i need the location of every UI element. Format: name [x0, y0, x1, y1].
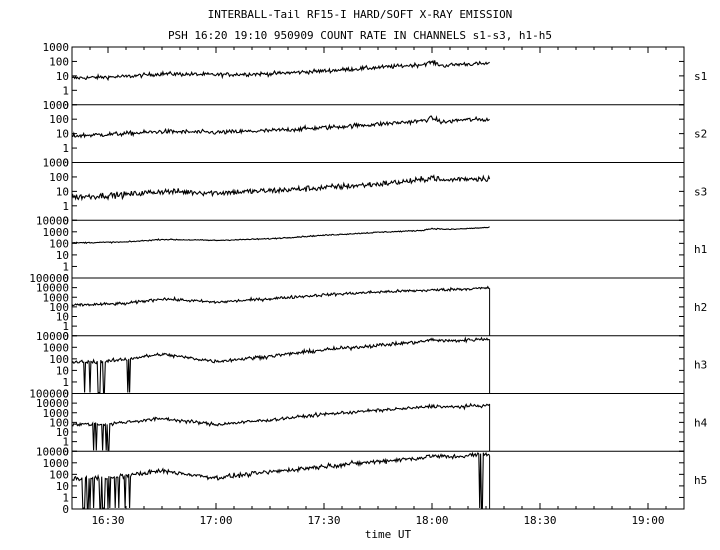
x-tick-label: 18:30 [523, 514, 556, 527]
y-tick-label: 0 [62, 330, 69, 343]
channel-label-h3: h3 [694, 359, 707, 372]
y-tick-label: 0 [62, 388, 69, 401]
y-tick-label: 0 [62, 503, 69, 516]
y-tick-label: 10000 [36, 397, 69, 410]
series-line-s3 [71, 174, 491, 202]
y-tick-label: 100 [49, 468, 69, 481]
y-tick-label: 1000 [43, 407, 70, 420]
channel-label-s1: s1 [694, 70, 707, 83]
x-tick-label: 18:00 [415, 514, 448, 527]
y-tick-label: 1 [62, 200, 69, 213]
y-tick-label: 100 [49, 55, 69, 68]
y-tick-label: 1 [62, 376, 69, 389]
x-tick-label: 16:30 [91, 514, 124, 527]
y-tick-label: 1000 [43, 99, 70, 112]
y-tick-label: 1000 [43, 291, 70, 304]
y-tick-label: 100 [49, 301, 69, 314]
y-tick-label: 10 [56, 480, 69, 493]
y-tick-label: 100 [49, 416, 69, 429]
y-tick-label: 10 [56, 70, 69, 83]
x-tick-label: 17:00 [199, 514, 232, 527]
y-tick-label: 0 [62, 99, 69, 112]
y-tick-label: 10000 [36, 330, 69, 343]
y-tick-label: 100 [49, 353, 69, 366]
series-line-h4 [71, 402, 491, 451]
chart-subtitle: PSH 16:20 19:10 950909 COUNT RATE IN CHA… [167, 29, 553, 42]
y-tick-label: 1000 [43, 457, 70, 470]
y-tick-label: 0 [62, 214, 69, 227]
y-tick-label: 1000 [43, 41, 70, 54]
y-tick-label: 0 [62, 157, 69, 170]
series-line-h1 [72, 226, 490, 245]
y-tick-label: 10000 [36, 445, 69, 458]
y-tick-label: 100000 [29, 388, 69, 401]
y-tick-label: 10000 [36, 214, 69, 227]
chart-title: INTERBALL-Tail RF15-I HARD/SOFT X-RAY EM… [207, 8, 513, 21]
series-line-h2 [71, 285, 490, 307]
y-tick-label: 100 [49, 171, 69, 184]
x-tick-label: 19:00 [631, 514, 664, 527]
y-tick-label: 10 [56, 311, 69, 324]
y-tick-label: 100 [49, 237, 69, 250]
y-tick-label: 10 [56, 128, 69, 141]
channel-label-s2: s2 [694, 128, 707, 141]
channel-label-h5: h5 [694, 474, 707, 487]
y-tick-label: 10 [56, 249, 69, 262]
channel-label-h2: h2 [694, 301, 707, 314]
y-tick-label: 1 [62, 84, 69, 97]
channel-label-s3: s3 [694, 185, 707, 198]
y-tick-label: 1000 [43, 341, 70, 354]
series-line-s1 [71, 59, 490, 82]
y-tick-label: 1 [62, 260, 69, 273]
y-tick-label: 10 [56, 364, 69, 377]
x-axis-label: time UT [365, 528, 412, 541]
y-tick-label: 1 [62, 491, 69, 504]
y-tick-label: 10000 [36, 282, 69, 295]
y-tick-label: 1 [62, 320, 69, 333]
channel-label-h1: h1 [694, 243, 707, 256]
y-tick-label: 1 [62, 436, 69, 449]
series-line-h3 [71, 336, 490, 394]
y-tick-label: 100 [49, 113, 69, 126]
channel-label-h4: h4 [694, 416, 708, 429]
y-tick-label: 0 [62, 272, 69, 285]
series-line-s2 [72, 115, 490, 139]
x-tick-label: 17:30 [307, 514, 340, 527]
y-tick-label: 100000 [29, 272, 69, 285]
y-tick-label: 1000 [43, 157, 70, 170]
y-tick-label: 10 [56, 185, 69, 198]
y-tick-label: 1000 [43, 226, 70, 239]
y-tick-label: 0 [62, 445, 69, 458]
y-tick-label: 1 [62, 142, 69, 155]
series-line-h5 [71, 451, 491, 509]
y-tick-label: 10 [56, 426, 69, 439]
